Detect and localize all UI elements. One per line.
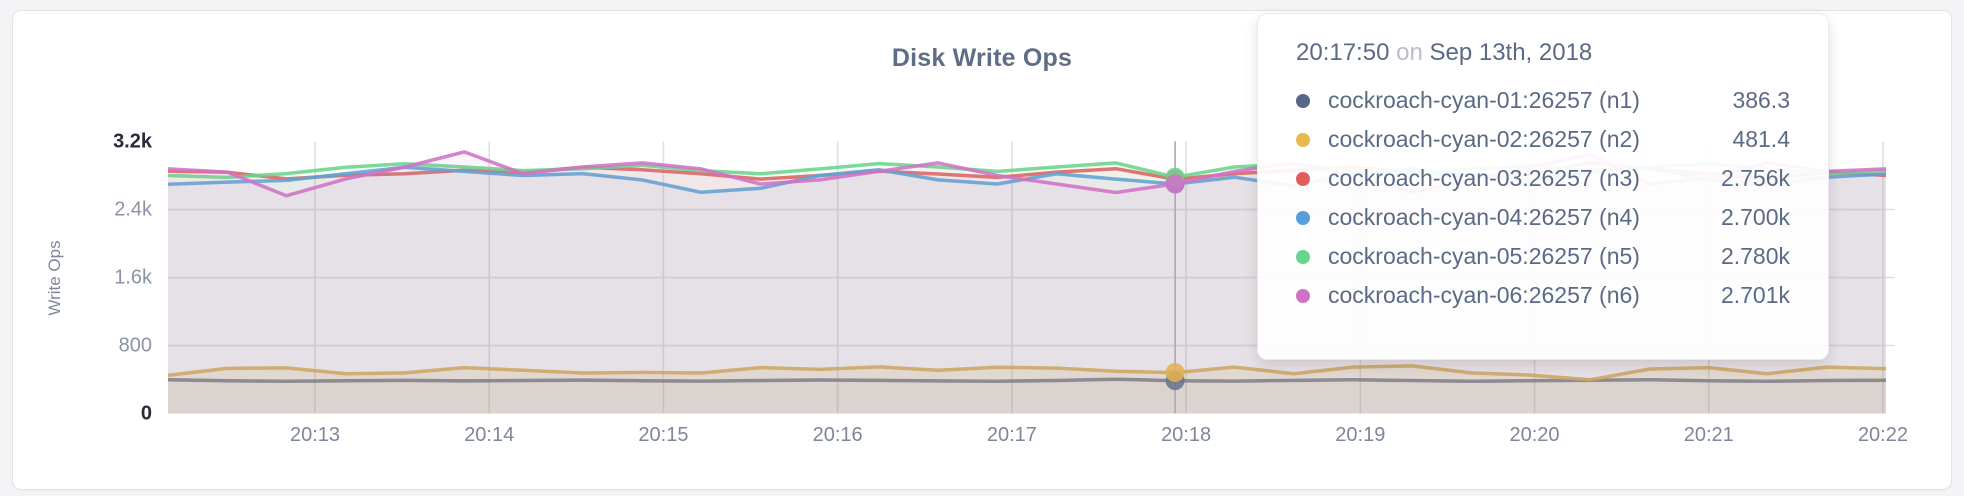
series-label: cockroach-cyan-05:26257 (n5) (1328, 243, 1640, 269)
y-tick-label: 0 (140, 402, 152, 424)
x-tick-label: 20:16 (812, 424, 863, 446)
tooltip-row: cockroach-cyan-01:26257 (n1) 386.3 (1296, 81, 1790, 120)
tooltip-date: Sep 13th, 2018 (1429, 39, 1593, 66)
x-tick-label: 20:22 (1857, 424, 1908, 446)
tooltip-header: 20:17:50 on Sep 13th, 2018 (1296, 39, 1790, 67)
series-label: cockroach-cyan-01:26257 (n1) (1328, 87, 1640, 113)
series-dot-icon (1296, 249, 1310, 264)
hover-tooltip: 20:17:50 on Sep 13th, 2018 cockroach-cya… (1257, 13, 1829, 360)
x-tick-label: 20:21 (1683, 424, 1734, 446)
series-value: 2.756k (1720, 165, 1790, 191)
series-dot-icon (1296, 93, 1310, 108)
series-value: 481.4 (1732, 126, 1790, 152)
series-value: 2.780k (1720, 243, 1790, 269)
y-tick-label: 3.2k (113, 130, 152, 152)
series-dot-icon (1296, 288, 1310, 303)
hover-point (1165, 363, 1185, 383)
y-tick-label: 1.6k (114, 266, 152, 288)
y-tick-label: 800 (118, 334, 152, 356)
x-tick-label: 20:15 (638, 424, 689, 446)
series-label: cockroach-cyan-04:26257 (n4) (1328, 204, 1640, 230)
x-tick-label: 20:19 (1335, 424, 1386, 446)
x-tick-label: 20:13 (289, 424, 341, 446)
tooltip-time: 20:17:50 (1296, 39, 1390, 66)
series-label: cockroach-cyan-03:26257 (n3) (1328, 165, 1640, 191)
series-area (168, 379, 1886, 414)
x-tick-label: 20:18 (1161, 424, 1212, 446)
series-label: cockroach-cyan-06:26257 (n6) (1328, 282, 1640, 308)
tooltip-row: cockroach-cyan-06:26257 (n6) 2.701k (1296, 276, 1790, 315)
hover-point (1165, 174, 1185, 194)
series-area (168, 365, 1886, 414)
series-value: 2.701k (1720, 282, 1790, 308)
series-label: cockroach-cyan-02:26257 (n2) (1328, 126, 1640, 152)
tooltip-row: cockroach-cyan-04:26257 (n4) 2.700k (1296, 198, 1790, 237)
tooltip-row: cockroach-cyan-03:26257 (n3) 2.756k (1296, 159, 1790, 198)
x-tick-label: 20:17 (986, 424, 1037, 446)
series-line (168, 377, 1886, 384)
series-dot-icon (1296, 132, 1310, 147)
x-tick-label: 20:20 (1509, 424, 1560, 446)
x-tick-label: 20:14 (464, 424, 515, 446)
series-line (168, 364, 1886, 382)
series-dot-icon (1296, 171, 1310, 186)
series-value: 2.700k (1720, 204, 1790, 230)
chart-title: Disk Write Ops (891, 44, 1073, 72)
tooltip-row: cockroach-cyan-05:26257 (n5) 2.780k (1296, 237, 1790, 276)
y-tick-label: 2.4k (114, 198, 152, 220)
series-dot-icon (1296, 210, 1310, 225)
tooltip-row: cockroach-cyan-02:26257 (n2) 481.4 (1296, 120, 1790, 159)
tooltip-conjunction: on (1396, 39, 1423, 66)
series-value: 386.3 (1732, 87, 1790, 113)
